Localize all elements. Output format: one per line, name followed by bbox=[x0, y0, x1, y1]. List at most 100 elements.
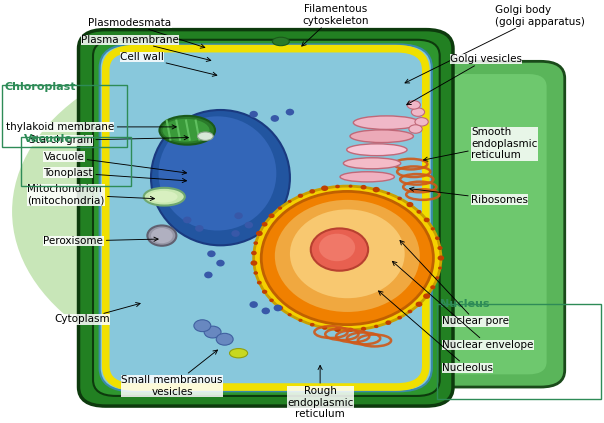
FancyBboxPatch shape bbox=[106, 49, 427, 387]
Ellipse shape bbox=[254, 186, 441, 330]
Ellipse shape bbox=[374, 325, 379, 328]
Ellipse shape bbox=[162, 119, 210, 142]
Ellipse shape bbox=[396, 315, 403, 320]
Ellipse shape bbox=[298, 194, 303, 198]
Ellipse shape bbox=[343, 158, 401, 169]
FancyBboxPatch shape bbox=[79, 30, 453, 406]
Text: Golgi body
(golgi apparatus): Golgi body (golgi apparatus) bbox=[405, 5, 585, 83]
Ellipse shape bbox=[309, 189, 315, 193]
Ellipse shape bbox=[297, 318, 304, 323]
Ellipse shape bbox=[269, 298, 275, 302]
Ellipse shape bbox=[385, 320, 392, 325]
Text: Small membranous
vesicles: Small membranous vesicles bbox=[121, 350, 223, 397]
Ellipse shape bbox=[416, 209, 422, 214]
Ellipse shape bbox=[268, 213, 275, 218]
Ellipse shape bbox=[147, 225, 176, 246]
Ellipse shape bbox=[278, 307, 282, 310]
Ellipse shape bbox=[385, 191, 391, 195]
Text: Nucleus: Nucleus bbox=[440, 299, 489, 309]
Ellipse shape bbox=[274, 305, 282, 311]
Ellipse shape bbox=[183, 217, 191, 223]
Ellipse shape bbox=[406, 202, 413, 207]
Text: Rough
endoplasmic
reticulum: Rough endoplasmic reticulum bbox=[287, 365, 353, 419]
Ellipse shape bbox=[245, 222, 253, 228]
Ellipse shape bbox=[249, 111, 258, 118]
Ellipse shape bbox=[151, 228, 173, 243]
Ellipse shape bbox=[361, 327, 366, 331]
Text: Plasma membrane: Plasma membrane bbox=[81, 35, 211, 61]
Ellipse shape bbox=[408, 310, 413, 313]
Ellipse shape bbox=[311, 228, 368, 271]
Ellipse shape bbox=[159, 116, 215, 145]
Ellipse shape bbox=[271, 115, 279, 122]
Text: Smooth
endoplasmic
reticulum: Smooth endoplasmic reticulum bbox=[423, 127, 538, 161]
Ellipse shape bbox=[234, 212, 243, 219]
Text: Cell wall: Cell wall bbox=[120, 52, 217, 76]
Text: Golgi vesicles: Golgi vesicles bbox=[406, 54, 522, 105]
Text: Nucleolus: Nucleolus bbox=[379, 291, 493, 373]
Text: Nuclear pore: Nuclear pore bbox=[400, 241, 509, 327]
Text: Nuclear envelope: Nuclear envelope bbox=[393, 261, 533, 350]
Ellipse shape bbox=[198, 132, 213, 140]
Ellipse shape bbox=[263, 223, 266, 226]
Text: Plasmodesmata: Plasmodesmata bbox=[88, 18, 205, 48]
Ellipse shape bbox=[144, 188, 185, 206]
Ellipse shape bbox=[319, 233, 355, 261]
Ellipse shape bbox=[425, 294, 429, 298]
Ellipse shape bbox=[272, 37, 289, 46]
Ellipse shape bbox=[216, 333, 233, 345]
FancyBboxPatch shape bbox=[93, 40, 440, 396]
Ellipse shape bbox=[350, 130, 413, 143]
Ellipse shape bbox=[194, 320, 211, 332]
Ellipse shape bbox=[438, 246, 442, 250]
Ellipse shape bbox=[251, 251, 257, 255]
Ellipse shape bbox=[195, 225, 204, 232]
Ellipse shape bbox=[430, 285, 435, 289]
Ellipse shape bbox=[252, 271, 259, 275]
Ellipse shape bbox=[216, 260, 225, 266]
Ellipse shape bbox=[438, 266, 442, 269]
Ellipse shape bbox=[340, 172, 394, 182]
Ellipse shape bbox=[374, 188, 379, 192]
Text: thylakoid membrane: thylakoid membrane bbox=[6, 122, 176, 132]
Ellipse shape bbox=[353, 116, 420, 129]
FancyBboxPatch shape bbox=[362, 61, 565, 387]
Ellipse shape bbox=[430, 227, 435, 231]
Text: Mitochondrion
(mitochondria): Mitochondrion (mitochondria) bbox=[27, 184, 155, 206]
Ellipse shape bbox=[149, 191, 178, 203]
FancyBboxPatch shape bbox=[378, 74, 547, 374]
Ellipse shape bbox=[349, 328, 353, 332]
Text: Vacuole: Vacuole bbox=[43, 151, 187, 174]
Ellipse shape bbox=[286, 109, 294, 115]
Ellipse shape bbox=[251, 261, 256, 265]
Ellipse shape bbox=[158, 116, 276, 231]
Ellipse shape bbox=[435, 276, 439, 279]
Ellipse shape bbox=[261, 289, 268, 294]
Ellipse shape bbox=[275, 200, 420, 312]
Ellipse shape bbox=[415, 118, 428, 126]
Ellipse shape bbox=[439, 256, 443, 260]
Text: Starch grain: Starch grain bbox=[29, 135, 188, 146]
Ellipse shape bbox=[361, 185, 367, 190]
Ellipse shape bbox=[435, 236, 440, 240]
Ellipse shape bbox=[321, 185, 328, 191]
Ellipse shape bbox=[322, 326, 327, 330]
Ellipse shape bbox=[151, 110, 290, 245]
Ellipse shape bbox=[290, 209, 405, 298]
Text: Cytoplasm: Cytoplasm bbox=[54, 302, 140, 324]
Ellipse shape bbox=[257, 232, 261, 235]
Ellipse shape bbox=[409, 125, 422, 133]
Text: Filamentous
cytoskeleton: Filamentous cytoskeleton bbox=[302, 4, 368, 46]
Ellipse shape bbox=[288, 200, 292, 203]
Ellipse shape bbox=[204, 272, 213, 278]
Ellipse shape bbox=[256, 280, 263, 285]
Ellipse shape bbox=[207, 250, 216, 257]
Ellipse shape bbox=[231, 230, 240, 237]
Ellipse shape bbox=[288, 313, 292, 316]
Ellipse shape bbox=[249, 301, 258, 308]
Ellipse shape bbox=[261, 191, 433, 325]
FancyBboxPatch shape bbox=[100, 44, 432, 391]
Ellipse shape bbox=[277, 206, 283, 210]
Text: Chloroplast: Chloroplast bbox=[5, 82, 76, 92]
Ellipse shape bbox=[397, 196, 403, 201]
